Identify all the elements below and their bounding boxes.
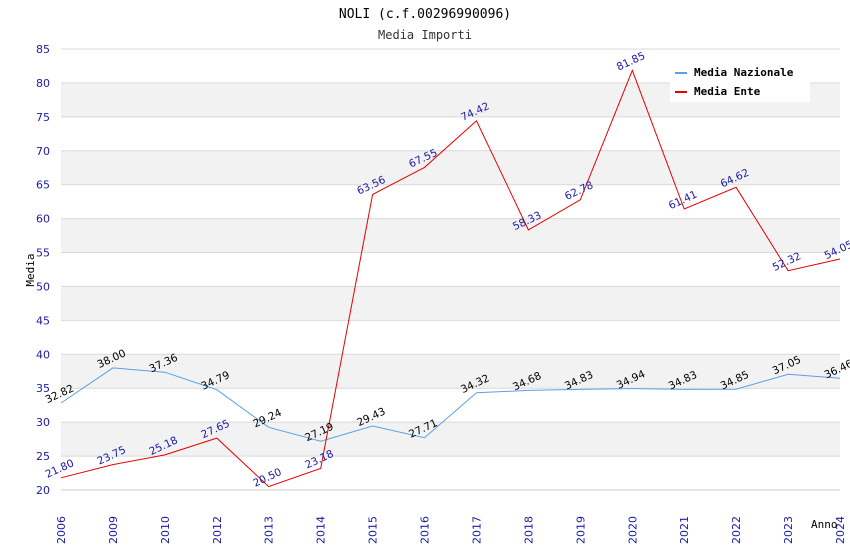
y-tick-label: 80 [36,77,50,90]
y-tick-label: 35 [36,382,50,395]
grid-bands [61,48,840,491]
legend-box [670,60,810,102]
y-axis: 20 25 30 35 40 45 50 55 60 65 70 75 80 85 [36,43,50,497]
x-tick-label: 2012 [211,516,224,544]
grid-band [61,116,840,151]
grid-band [61,218,840,253]
x-tick-label: 2023 [782,516,795,544]
grid-band [61,286,840,321]
x-tick-label: 2021 [678,516,691,544]
x-tick-label: 2018 [522,516,535,544]
y-tick-label: 30 [36,416,50,429]
x-tick-label: 2010 [159,516,172,544]
y-tick-label: 55 [36,247,50,260]
grid-band [61,422,840,457]
y-tick-label: 50 [36,280,50,293]
y-tick-label: 25 [36,450,50,463]
series-line-1 [60,69,841,488]
y-tick-label: 45 [36,314,50,327]
y-tick-label: 75 [36,111,50,124]
y-axis-title: Media [24,253,37,286]
grid-band [61,150,840,185]
series-line-0 [60,367,841,442]
x-tick-label: 2019 [574,516,587,544]
legend: Media Nazionale Media Ente [670,60,810,102]
chart-subtitle: Media Importi [378,28,472,42]
x-tick-label: 2006 [55,516,68,544]
y-tick-label: 85 [36,43,50,56]
legend-label: Media Nazionale [694,66,794,79]
chart-title: NOLI (c.f.00296990096) [339,7,511,22]
y-tick-label: 40 [36,348,50,361]
x-tick-label: 2016 [419,516,432,544]
y-tick-label: 70 [36,145,50,158]
x-axis-title: Anno [811,518,838,531]
legend-label: Media Ente [694,85,761,98]
grid-band [61,252,840,287]
x-tick-label: 2017 [470,516,483,544]
y-tick-label: 65 [36,179,50,192]
x-tick-label: 2024 [834,516,847,544]
x-tick-label: 2015 [367,516,380,544]
grid-band [61,184,840,219]
grid-band [61,388,840,423]
grid-band [61,456,840,490]
x-axis: 2006 2009 2010 2012 2013 2014 2015 2016 2017 2018… [55,516,847,544]
y-tick-label: 20 [36,484,50,497]
x-tick-label: 2020 [626,516,639,544]
x-tick-label: 2009 [107,516,120,544]
x-tick-label: 2014 [315,516,328,544]
y-tick-label: 60 [36,213,50,226]
series-lines [60,69,841,488]
x-tick-label: 2013 [263,516,276,544]
x-tick-label: 2022 [730,516,743,544]
grid-band [61,354,840,389]
grid-band [61,320,840,355]
